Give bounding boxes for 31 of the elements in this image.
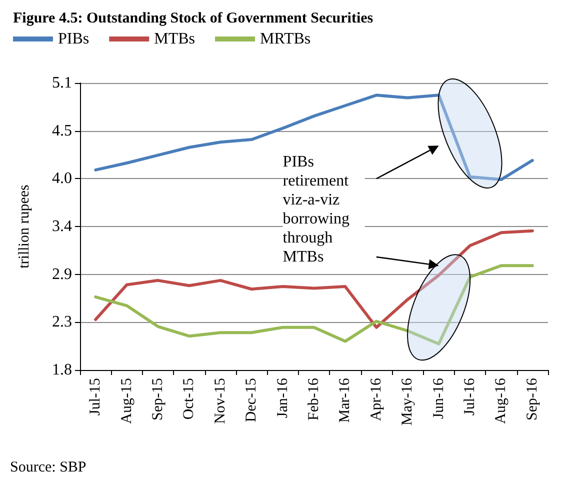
x-tick-label: Aug-16	[493, 378, 510, 424]
line-series	[94, 229, 534, 329]
x-tick-label: Jun-16	[430, 378, 447, 419]
y-tick-label: 4.5	[52, 122, 72, 140]
x-tick-label: Jul-15	[88, 378, 104, 416]
x-tick-label: Jul-16	[462, 378, 478, 416]
y-axis-title: trillion rupees	[16, 184, 32, 268]
legend-label: PIBs	[58, 30, 90, 48]
x-tick-label: Aug-15	[118, 378, 135, 424]
x-tick-label: Apr-16	[368, 378, 384, 422]
x-tick-label: Feb-16	[306, 378, 322, 420]
line-series	[94, 264, 534, 346]
x-tick-label: Mar-16	[337, 378, 354, 423]
y-tick-label: 2.9	[52, 266, 72, 283]
x-tick-label: Jan-16	[274, 378, 291, 418]
y-tick-label: 3.4	[52, 218, 72, 235]
source-note: Source: SBP	[10, 460, 86, 476]
x-tick-label: Sep-16	[524, 378, 540, 420]
y-tick-label: 2.3	[52, 314, 72, 331]
x-tick-label: Nov-15	[212, 378, 228, 424]
y-tick-label: 1.8	[52, 362, 72, 378]
chart-title: Figure 4.5: Outstanding Stock of Government Securities	[13, 10, 374, 26]
x-tick-label: Oct-15	[181, 378, 198, 420]
x-tick-label: May-16	[400, 378, 416, 426]
y-tick-label: 5.1	[52, 74, 72, 92]
legend-label: MTBs	[154, 30, 196, 48]
x-tick-label: Sep-15	[150, 378, 166, 420]
x-tick-label: Dec-15	[244, 378, 260, 422]
y-tick-label: 4.0	[52, 170, 72, 188]
legend-label: MRTBs	[260, 30, 311, 48]
annotation: PIBs retirement viz-a-viz borrowing through MTBs	[282, 154, 354, 266]
